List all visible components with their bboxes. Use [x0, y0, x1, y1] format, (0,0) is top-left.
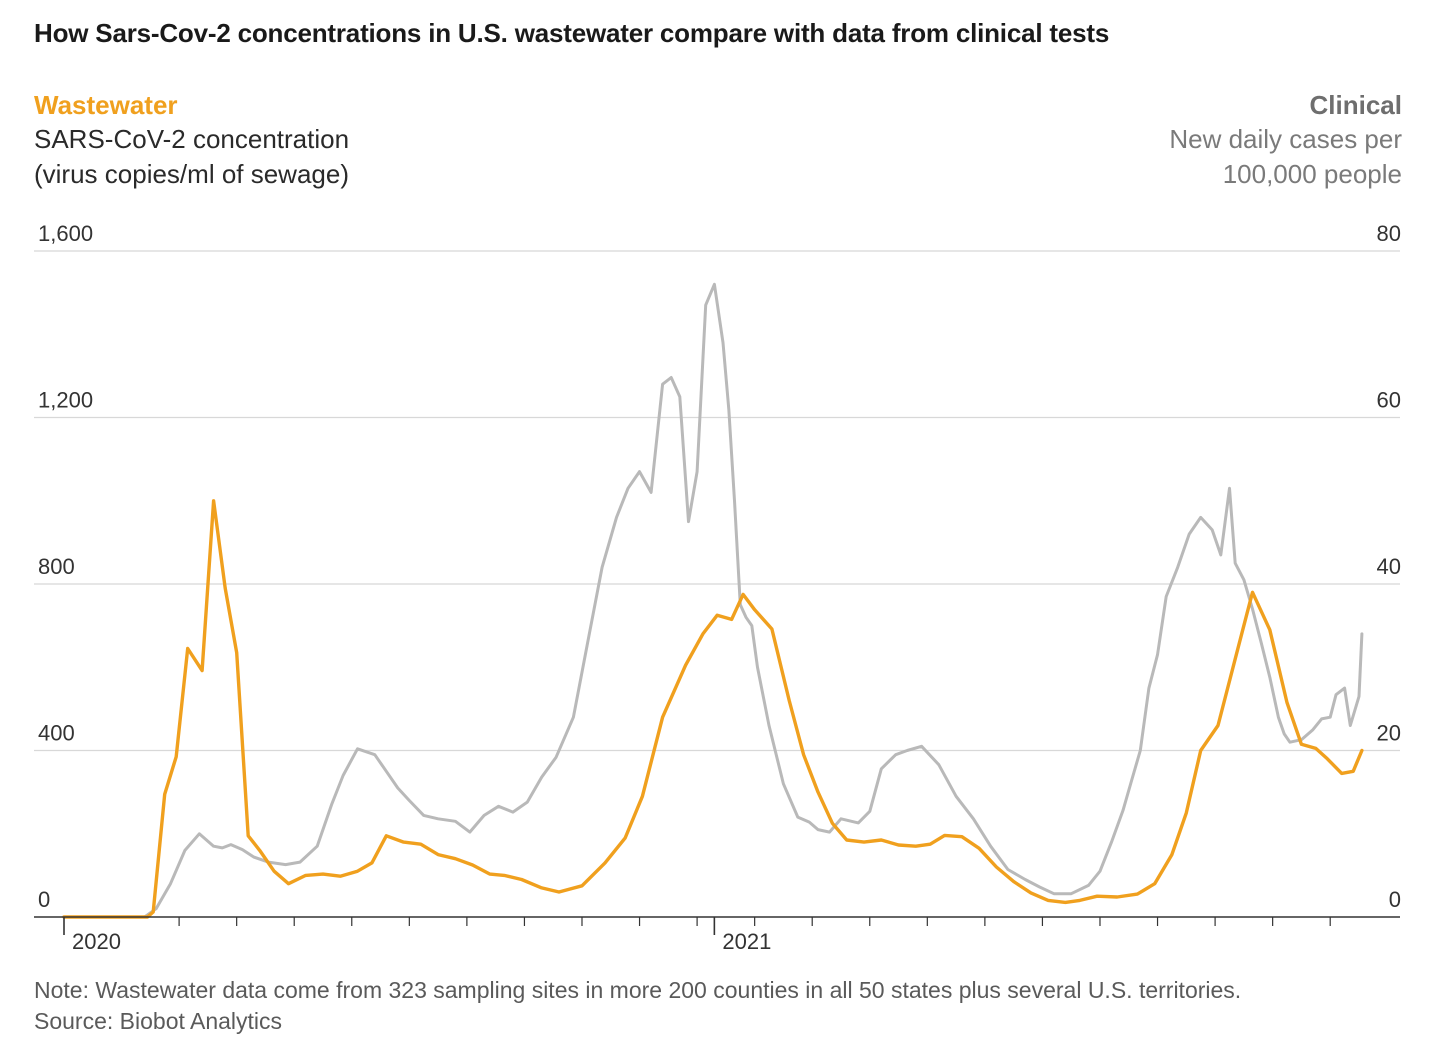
right-tick-label-2: 40 — [1377, 554, 1401, 579]
dual-axis-line-chart: 0 400 800 1,200 1,600 0 20 40 60 80 2020 2021 — [34, 221, 1401, 954]
x-tick-label-1: 2021 — [722, 929, 771, 954]
clinical-series-label: Clinical — [1309, 90, 1402, 120]
right-axis-header: Clinical New daily cases per 100,000 peo… — [842, 88, 1402, 192]
chart-footnote: Note: Wastewater data come from 323 samp… — [34, 975, 1241, 1037]
wastewater-series-line — [62, 499, 1364, 919]
wastewater-series-label: Wastewater — [34, 90, 178, 120]
clinical-series-line — [62, 282, 1364, 919]
left-tick-label-1: 400 — [38, 721, 75, 746]
source-text: Source: Biobot Analytics — [34, 1008, 283, 1034]
left-tick-label-0: 0 — [38, 887, 50, 912]
right-tick-label-4: 80 — [1377, 221, 1401, 246]
chart-title: How Sars-Cov-2 concentrations in U.S. wa… — [34, 18, 1110, 48]
x-tick-label-0: 2020 — [72, 929, 121, 954]
right-axis-unit-line1: New daily cases per — [1169, 124, 1402, 154]
left-axis-unit-line2: (virus copies/ml of sewage) — [34, 159, 349, 189]
right-tick-label-0: 0 — [1389, 887, 1401, 912]
right-axis-unit-line2: 100,000 people — [1222, 159, 1402, 189]
left-axis-unit-line1: SARS-CoV-2 concentration — [34, 124, 350, 154]
left-axis-header: Wastewater SARS-CoV-2 concentration (vir… — [34, 88, 594, 192]
left-tick-label-2: 800 — [38, 554, 75, 579]
left-tick-label-4: 1,600 — [38, 221, 93, 246]
note-text: Note: Wastewater data come from 323 samp… — [34, 977, 1242, 1003]
right-tick-label-1: 20 — [1377, 721, 1401, 746]
left-tick-label-3: 1,200 — [38, 388, 93, 413]
right-tick-label-3: 60 — [1377, 388, 1401, 413]
